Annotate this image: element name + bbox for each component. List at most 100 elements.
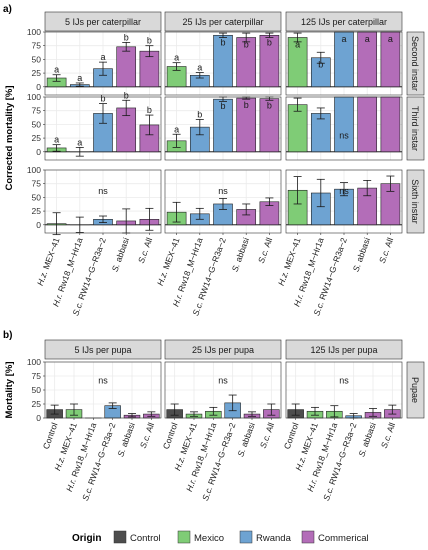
panel-label: b): [3, 330, 12, 341]
facet-panel: ns: [164, 169, 282, 234]
facet-strip-column: [285, 339, 403, 360]
significance-letter: a: [295, 39, 300, 49]
y-tick-label: 100: [27, 165, 41, 175]
y-tick-label: 50: [32, 54, 42, 64]
y-axis-label: Corrected mortality [%]: [4, 85, 15, 190]
facet-strip-row: [406, 169, 425, 234]
significance-letter: a: [341, 34, 346, 44]
y-tick-label: 25: [32, 133, 42, 143]
facet-strip-label: 25 IJs per caterpillar: [182, 17, 263, 27]
facet-panel: a a a b b: [44, 31, 162, 96]
x-tick-label: S.c. All: [258, 421, 276, 449]
facet-strip-label: Second instar: [410, 36, 420, 91]
facet-strip-row: [406, 361, 425, 419]
x-tick-label: S. abbasi: [115, 421, 137, 458]
panel-border: [164, 361, 282, 419]
facet-strip-label: Pupae: [410, 377, 420, 403]
facet-strip-label: 5 IJs per pupa: [74, 345, 131, 355]
legend-entry-label: Rwanda: [256, 533, 292, 544]
y-tick-label: 25: [32, 399, 42, 409]
bar: [116, 46, 137, 88]
significance-letter: b: [147, 105, 152, 115]
significance-letter: a: [54, 135, 59, 145]
x-tick-label: Control: [282, 421, 301, 450]
significance-letter: a: [77, 137, 82, 147]
facet-strip-column: [285, 11, 403, 32]
y-tick-label: 0: [36, 147, 41, 157]
y-tick-label: 100: [27, 27, 41, 37]
legend-entry-label: Commerical: [318, 533, 369, 544]
significance-letter: a: [77, 73, 82, 83]
facet-strip-column: [44, 11, 162, 32]
panel-label: a): [3, 4, 12, 15]
legend-swatch: [113, 530, 127, 544]
facet-panel: a b a a a: [285, 31, 403, 96]
x-tick-label: S. abbasi: [356, 421, 378, 458]
ns-label: ns: [218, 375, 228, 385]
facet-strip-row: [406, 96, 425, 161]
ns-label: ns: [218, 186, 228, 196]
panel-border: [285, 96, 403, 161]
y-axis-label: Mortality [%]: [4, 362, 15, 419]
y-tick-label: 50: [32, 192, 42, 202]
facet-panel: ns: [44, 169, 162, 236]
facet-strip-column: [44, 339, 162, 360]
significance-letter: a: [197, 63, 202, 73]
legend-title: Origin: [72, 533, 101, 544]
significance-letter: b: [124, 90, 129, 100]
legend-swatch: [177, 530, 191, 544]
ns-label: ns: [339, 186, 349, 196]
significance-letter: b: [220, 101, 225, 111]
facet-strip-label: Sixth instar: [410, 179, 420, 224]
facet-strip-row: [406, 31, 425, 96]
facet-panel: a a b b b: [164, 31, 282, 96]
bar: [287, 104, 308, 153]
legend-entry-label: Mexico: [194, 533, 224, 544]
facet-panel: ns: [285, 361, 403, 419]
significance-letter: b: [124, 32, 129, 42]
legend: Origin Control Mexico Rwanda Commerical: [72, 530, 369, 544]
facet-strip-label: 25 IJs per pupa: [192, 345, 254, 355]
y-tick-label: 50: [32, 119, 42, 129]
x-tick-label: Control: [161, 421, 180, 450]
facet-panel: a a b b b: [44, 90, 162, 161]
panel-border: [285, 361, 403, 419]
y-tick-label: 0: [36, 82, 41, 92]
x-tick-label: S. abbasi: [351, 236, 373, 273]
x-tick-label: S.c. All: [256, 236, 274, 264]
x-tick-label: S.c. All: [377, 236, 395, 264]
y-tick-label: 100: [27, 92, 41, 102]
significance-letter: a: [174, 53, 179, 63]
chart-a: a) 5 IJs per caterpillar 25 IJs per caterp…: [3, 4, 425, 317]
legend-entry-label: Control: [130, 533, 161, 544]
chart-b: b) 5 IJs per pupa 25 IJs per pupa 125 IJs p…: [3, 330, 425, 502]
y-tick-label: 0: [36, 413, 41, 423]
x-tick-label: S. abbasi: [230, 236, 252, 273]
facet-strip-column: [164, 339, 282, 360]
y-tick-label: 0: [36, 220, 41, 230]
facet-strip-label: 125 IJs per caterpillar: [301, 17, 387, 27]
panel-border: [164, 96, 282, 161]
panel-border: [164, 31, 282, 96]
facet-strip-column: [164, 11, 282, 32]
legend-swatch: [239, 530, 253, 544]
significance-letter: b: [244, 39, 249, 49]
panel-border: [44, 96, 162, 161]
bar: [380, 96, 401, 153]
y-tick-label: 100: [27, 357, 41, 367]
facet-strip-label: 125 IJs per pupa: [310, 345, 377, 355]
legend-swatch: [301, 530, 315, 544]
y-tick-label: 75: [32, 41, 42, 51]
panel-border: [44, 31, 162, 96]
facet-panel: ns: [285, 96, 403, 161]
facet-strip-label: Third instar: [410, 106, 420, 151]
significance-letter: b: [244, 100, 249, 110]
panel-border: [44, 361, 162, 419]
bar: [334, 96, 354, 153]
facet-panel: ns: [285, 169, 403, 234]
ns-label: ns: [339, 131, 349, 141]
x-tick-label: S. abbasi: [110, 236, 132, 273]
significance-letter: a: [388, 34, 393, 44]
significance-letter: b: [318, 60, 323, 70]
